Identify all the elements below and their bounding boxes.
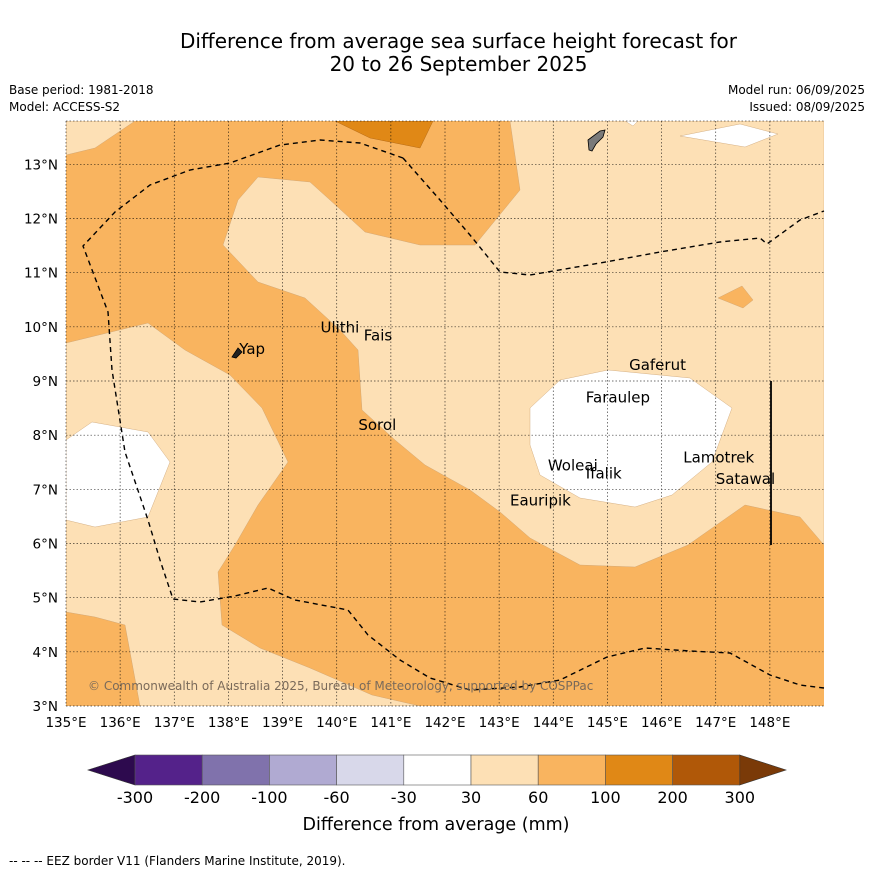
colorbar-segment xyxy=(134,754,203,786)
lon-tick-label: 142°E xyxy=(424,715,465,731)
place-labels: Yap Ulithi Fais Sorol Gaferut Faraulep WoleaiI… xyxy=(238,318,775,509)
place-label: Ifalik xyxy=(586,465,622,483)
colorbar-tick-label: -60 xyxy=(324,788,350,807)
lat-tick-label: 6°N xyxy=(33,537,58,553)
colorbar-label: Difference from average (mm) xyxy=(302,815,569,835)
colorbar-tick-label: -30 xyxy=(391,788,417,807)
guam-island xyxy=(587,129,606,152)
place-label: Fais xyxy=(364,326,393,344)
title-line-2: 20 to 26 September 2025 xyxy=(329,52,588,76)
colorbar-tick-label: -100 xyxy=(251,788,287,807)
colorbar-segment xyxy=(403,754,472,786)
contour-60-100-east xyxy=(717,285,754,309)
contour-30-60-southwest xyxy=(66,322,421,706)
lon-tick-label: 146°E xyxy=(641,715,682,731)
lat-tick-label: 12°N xyxy=(24,212,58,228)
place-label: Yap xyxy=(238,340,265,358)
colorbar-segment xyxy=(605,754,673,786)
yap-island xyxy=(231,347,243,359)
contour-60-100-bottomleft xyxy=(66,611,141,706)
lat-tick-label: 9°N xyxy=(33,374,58,390)
colorbar-segment xyxy=(537,754,606,786)
place-label: Ulithi xyxy=(320,318,359,336)
colorbar-segment xyxy=(470,754,539,786)
contour-neutral-northeast xyxy=(679,123,779,148)
place-label: Sorol xyxy=(358,416,396,434)
contour-100-200 xyxy=(334,121,434,149)
copyright-text: © Commonwealth of Australia 2025, Bureau… xyxy=(88,679,593,693)
gridlines xyxy=(65,121,824,707)
eez-border-north xyxy=(402,157,825,276)
contour-neutral-top xyxy=(624,121,639,127)
lat-tick-label: 7°N xyxy=(33,482,58,498)
colorbar-extend-high xyxy=(739,754,787,786)
contour-30-60-topleft xyxy=(66,121,136,156)
colorbar-segment xyxy=(201,754,270,786)
latitude-ticks: 3°N 4°N 5°N 6°N 7°N 8°N 9°N 10°N 11°N 12°N 13°N xyxy=(24,157,58,715)
lon-tick-label: 138°E xyxy=(208,715,249,731)
place-label: Lamotrek xyxy=(683,448,754,466)
lon-tick-label: 148°E xyxy=(749,715,790,731)
place-label: Woleai xyxy=(548,456,598,474)
lon-tick-label: 139°E xyxy=(262,715,303,731)
colorbar-tick-label: 200 xyxy=(657,788,688,807)
lon-tick-label: 143°E xyxy=(479,715,520,731)
model-run: Model run: 06/09/2025 xyxy=(727,83,865,97)
colorbar-segment xyxy=(336,754,405,786)
base-period: Base period: 1981-2018 xyxy=(9,83,154,97)
contour-neutral-central xyxy=(529,369,733,508)
footer-note: -- -- -- EEZ border V11 (Flanders Marine… xyxy=(9,854,346,868)
lat-tick-label: 4°N xyxy=(33,645,58,661)
lon-tick-label: 144°E xyxy=(533,715,574,731)
colorbar-tick-label: 30 xyxy=(461,788,481,807)
colorbar-extend-low xyxy=(87,754,136,786)
colorbar-tick-label: 60 xyxy=(528,788,548,807)
place-label: Gaferut xyxy=(629,356,686,374)
issued-date: Issued: 08/09/2025 xyxy=(749,100,865,114)
lon-tick-label: 140°E xyxy=(316,715,357,731)
lon-tick-label: 147°E xyxy=(695,715,736,731)
lat-tick-label: 5°N xyxy=(33,591,58,607)
longitude-ticks: 135°E 136°E 137°E 138°E 139°E 140°E 141°E 142°E… xyxy=(45,715,790,731)
lon-tick-label: 141°E xyxy=(370,715,411,731)
lat-tick-label: 10°N xyxy=(24,320,58,336)
eez-border xyxy=(82,139,825,691)
lon-tick-label: 145°E xyxy=(587,715,628,731)
lon-tick-label: 136°E xyxy=(100,715,141,731)
lat-tick-label: 3°N xyxy=(33,699,58,715)
colorbar-tick-label: -300 xyxy=(117,788,153,807)
model-name: Model: ACCESS-S2 xyxy=(9,100,121,114)
contour-neutral-west xyxy=(66,421,171,528)
lat-tick-label: 13°N xyxy=(24,157,58,173)
colorbar: -300 -200 -100 -60 -30 30 60 100 200 300 xyxy=(87,754,787,807)
place-label: Eauripik xyxy=(510,492,571,510)
place-label: Faraulep xyxy=(586,389,650,407)
colorbar-segment xyxy=(672,754,741,786)
lon-tick-label: 135°E xyxy=(45,715,86,731)
title-line-1: Difference from average sea surface heig… xyxy=(179,29,738,53)
place-label: Satawal xyxy=(716,470,775,488)
colorbar-tick-label: -200 xyxy=(184,788,220,807)
colorbar-segment xyxy=(269,754,337,786)
lon-tick-label: 137°E xyxy=(154,715,195,731)
lat-tick-label: 8°N xyxy=(33,428,58,444)
colorbar-tick-label: 100 xyxy=(590,788,621,807)
colorbar-tick-label: 300 xyxy=(725,788,756,807)
lat-tick-label: 11°N xyxy=(24,266,58,282)
